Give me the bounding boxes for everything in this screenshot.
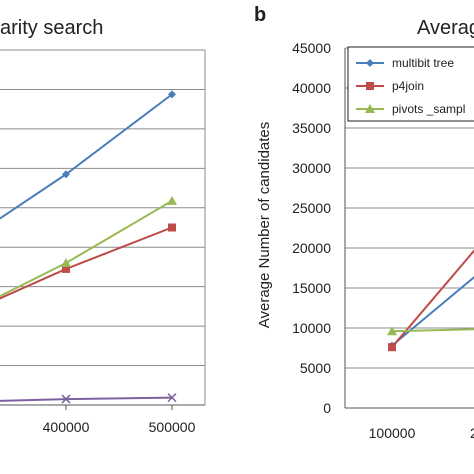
right-y-tick-label: 35000 — [292, 120, 331, 136]
right-series-group — [387, 249, 474, 352]
right-y-tick-labels: 0 5000 10000 15000 20000 25000 30000 35000 40000… — [292, 40, 331, 416]
left-series-1 — [0, 223, 176, 300]
left-data-point — [168, 223, 176, 232]
right-chart-panel: b Averag 0 5000 10000 15000 20000 25000 30000 3… — [254, 4, 474, 441]
left-data-point-b — [61, 394, 71, 404]
right-series-line — [391, 328, 474, 333]
right-series-1 — [388, 249, 474, 352]
left-series-2 — [0, 195, 177, 298]
left-series-3 — [0, 393, 177, 404]
left-series-line — [0, 396, 173, 402]
left-series-line — [0, 93, 173, 220]
right-y-tick-label: 0 — [323, 400, 331, 416]
right-x-tick-label: 100000 — [369, 425, 416, 441]
legend-swatch-marker — [366, 82, 374, 90]
legend-swatch-marker — [365, 104, 375, 113]
left-data-point — [168, 90, 176, 99]
panel-letter: b — [254, 4, 266, 26]
legend-label: pivots _sampl — [392, 102, 465, 116]
right-axes — [344, 48, 474, 409]
left-axes — [0, 50, 206, 410]
left-data-point — [167, 393, 177, 403]
left-data-point — [61, 258, 71, 267]
left-series-line — [0, 226, 173, 300]
left-chart-title: arity search — [0, 17, 103, 39]
left-data-point-b — [167, 393, 177, 403]
left-data-point — [167, 195, 177, 205]
right-y-tick-label: 10000 — [292, 320, 331, 336]
right-legend: multibit tree p4join pivots _sampl — [347, 46, 474, 122]
right-y-tick-label: 25000 — [292, 200, 331, 216]
legend-label: multibit tree — [392, 56, 454, 70]
left-data-point — [62, 264, 70, 273]
right-y-tick-label: 15000 — [292, 280, 331, 296]
left-data-point — [61, 394, 71, 404]
left-series-line — [0, 200, 173, 298]
right-y-tick-label: 5000 — [300, 360, 331, 376]
left-x-tick-labels: 400000 500000 — [43, 419, 196, 435]
left-x-tick-label: 400000 — [43, 419, 90, 435]
left-gridlines — [0, 49, 205, 406]
left-series-group — [0, 90, 177, 404]
right-y-tick-label: 30000 — [292, 160, 331, 176]
right-y-tick-label: 45000 — [292, 40, 331, 56]
left-series-0 — [0, 90, 176, 220]
legend-swatch-marker — [366, 59, 374, 67]
right-data-point — [387, 326, 397, 336]
legend-item-1: p4join — [356, 79, 424, 93]
left-chart-panel: arity search 400000 500000 — [0, 17, 206, 435]
right-y-tick-label: 20000 — [292, 240, 331, 256]
right-chart-title: Averag — [417, 17, 474, 39]
right-x-tick-label: 2 — [470, 425, 474, 441]
right-x-tick-labels: 100000 2 — [369, 425, 474, 441]
left-data-point — [62, 170, 70, 179]
right-data-point — [388, 343, 396, 352]
legend-item-0: multibit tree — [356, 56, 454, 70]
right-y-axis-label: Average Number of candidates — [256, 122, 273, 329]
legend-label: p4join — [392, 79, 424, 93]
legend-item-2: pivots _sampl — [356, 102, 465, 116]
left-x-tick-label: 500000 — [149, 419, 196, 435]
right-y-tick-label: 40000 — [292, 80, 331, 96]
